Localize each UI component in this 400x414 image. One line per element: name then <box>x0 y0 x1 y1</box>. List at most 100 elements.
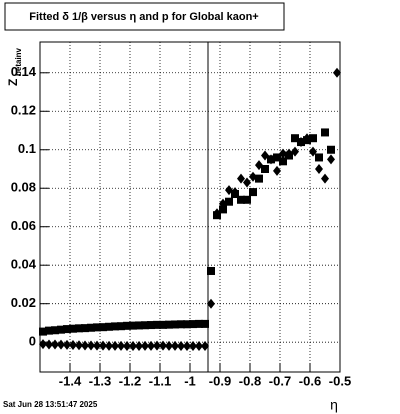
diamond-marker <box>63 339 71 350</box>
square-marker <box>189 320 197 329</box>
square-marker <box>225 197 233 206</box>
square-marker <box>99 323 107 332</box>
diamond-marker <box>201 341 209 352</box>
diamond-marker <box>309 146 317 157</box>
diamond-marker <box>75 340 83 351</box>
diamond-marker <box>225 185 233 196</box>
square-marker <box>63 325 71 334</box>
y-axis-label: Z <box>6 79 20 86</box>
y-tick-label: 0.12 <box>11 103 36 118</box>
diamond-marker <box>327 154 335 165</box>
square-marker <box>171 320 179 329</box>
diamond-marker <box>189 341 197 352</box>
footer-date: Sat Jun 28 13:51:47 2025 <box>3 400 98 409</box>
square-marker <box>117 322 125 331</box>
x-tick-label: -1.2 <box>119 373 141 388</box>
diamond-marker <box>105 340 113 351</box>
square-marker <box>243 195 251 204</box>
diamond-marker <box>273 165 281 176</box>
diamond-marker <box>279 148 287 159</box>
plot-frame <box>39 41 341 373</box>
square-marker <box>237 195 245 204</box>
diamond-marker <box>213 208 221 219</box>
diamond-marker <box>315 163 323 174</box>
diamond-marker <box>153 340 161 351</box>
y-axis-label-sub: betainv <box>14 47 23 76</box>
diamond-marker <box>117 340 125 351</box>
square-marker <box>39 327 47 336</box>
x-tick-label: -1.4 <box>59 373 82 388</box>
chart-title: Fitted δ 1/β versus η and p for Global k… <box>29 11 258 23</box>
x-tick-label: -0.9 <box>209 373 231 388</box>
y-tick-label: 0.02 <box>11 295 36 310</box>
diamond-marker <box>93 340 101 351</box>
x-tick-label: -0.8 <box>239 373 261 388</box>
square-marker <box>129 321 137 330</box>
diamond-marker <box>81 340 89 351</box>
square-marker <box>45 326 53 335</box>
diamond-marker <box>291 146 299 157</box>
square-marker <box>255 174 263 183</box>
square-marker <box>141 321 149 330</box>
square-marker <box>273 153 281 162</box>
square-marker <box>207 266 215 275</box>
y-tick-label: 0.1 <box>18 141 36 156</box>
diamond-marker <box>297 137 305 148</box>
diamond-marker <box>165 340 173 351</box>
square-marker <box>153 320 161 329</box>
square-marker <box>177 320 185 329</box>
square-marker <box>51 326 59 335</box>
square-marker <box>261 164 269 173</box>
diamond-marker <box>333 67 341 78</box>
diamond-marker <box>207 298 215 309</box>
diamond-marker <box>243 177 251 188</box>
diamond-marker <box>231 187 239 198</box>
y-tick-label: 0 <box>29 334 36 349</box>
square-marker <box>309 134 317 143</box>
diamond-marker <box>111 340 119 351</box>
diamond-marker <box>99 340 107 351</box>
x-tick-label: -1.3 <box>89 373 111 388</box>
square-marker <box>81 324 89 333</box>
y-tick-label: 0.08 <box>11 180 36 195</box>
diamond-marker <box>183 341 191 352</box>
diamond-marker <box>141 340 149 351</box>
diamond-marker <box>135 341 143 352</box>
square-marker <box>195 319 203 328</box>
square-marker <box>123 321 131 330</box>
diamond-marker <box>123 341 131 352</box>
diamond-marker <box>195 341 203 352</box>
diamond-marker <box>219 198 227 209</box>
diamond-marker <box>237 173 245 184</box>
diamond-marker <box>255 160 263 171</box>
x-axis-label: η <box>330 397 338 413</box>
diamond-marker <box>51 339 59 350</box>
square-marker <box>327 145 335 154</box>
square-marker <box>93 323 101 332</box>
diamond-marker <box>45 339 53 350</box>
square-marker <box>159 320 167 329</box>
square-marker <box>87 323 95 332</box>
diamond-marker <box>321 173 329 184</box>
square-marker <box>321 128 329 137</box>
diamond-marker <box>39 339 47 350</box>
square-marker <box>105 322 113 331</box>
diamond-marker <box>147 340 155 351</box>
x-tick-label: -1.1 <box>149 373 171 388</box>
square-marker <box>249 188 257 197</box>
square-marker <box>75 324 83 333</box>
y-tick-label: 0.06 <box>11 218 36 233</box>
diamond-marker <box>69 340 77 351</box>
square-marker <box>57 325 65 334</box>
diamond-marker <box>57 339 65 350</box>
square-marker <box>183 320 191 329</box>
y-tick-label: 0.04 <box>11 257 37 272</box>
square-marker <box>135 321 143 330</box>
square-marker <box>291 134 299 143</box>
square-marker <box>69 324 77 333</box>
square-marker <box>165 320 173 329</box>
square-marker <box>201 319 209 328</box>
diamond-marker <box>171 340 179 351</box>
x-tick-label: -0.7 <box>269 373 291 388</box>
square-marker <box>315 153 323 162</box>
